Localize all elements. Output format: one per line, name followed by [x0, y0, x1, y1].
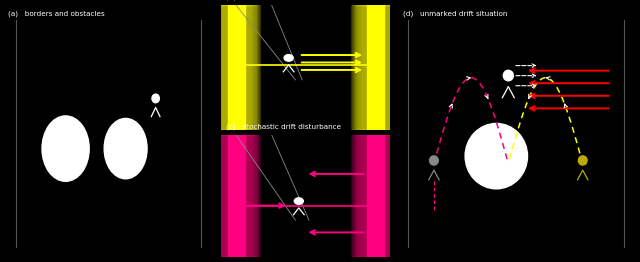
Bar [216, 135, 255, 257]
Bar [361, 5, 390, 130]
Circle shape [284, 54, 293, 61]
Bar [212, 5, 260, 130]
Circle shape [579, 156, 587, 165]
Bar [225, 5, 247, 130]
Bar [362, 135, 388, 257]
Bar [220, 135, 252, 257]
Bar [218, 5, 255, 130]
Bar [223, 5, 250, 130]
Bar [218, 5, 254, 130]
Bar [367, 135, 383, 257]
Bar [365, 5, 385, 130]
Bar [353, 135, 397, 257]
Bar [366, 5, 385, 130]
Bar [356, 135, 394, 257]
Bar [227, 5, 245, 130]
Bar [358, 5, 392, 130]
Bar [218, 135, 255, 257]
Text: (d)   unmarked drift situation: (d) unmarked drift situation [403, 10, 507, 17]
Bar [226, 5, 246, 130]
Bar [361, 135, 390, 257]
Bar [216, 5, 255, 130]
Bar [221, 5, 250, 130]
Bar [228, 5, 244, 130]
Text: (a)   borders and obstacles: (a) borders and obstacles [8, 10, 104, 17]
Bar [351, 5, 399, 130]
Bar [354, 135, 396, 257]
Bar [351, 135, 399, 257]
Bar [358, 135, 392, 257]
Bar [228, 135, 244, 257]
Bar [224, 135, 248, 257]
Bar [362, 5, 388, 130]
Bar [221, 135, 252, 257]
Bar [356, 135, 395, 257]
Bar [357, 5, 393, 130]
Bar [364, 5, 387, 130]
Bar [360, 135, 390, 257]
Bar [356, 5, 394, 130]
Bar [364, 135, 387, 257]
Bar [362, 135, 388, 257]
Bar [352, 5, 398, 130]
Bar [362, 5, 388, 130]
Bar [226, 135, 246, 257]
Bar [219, 135, 253, 257]
Bar [215, 5, 257, 130]
Bar [220, 5, 252, 130]
Bar [223, 135, 250, 257]
Bar [353, 5, 397, 130]
Ellipse shape [42, 116, 89, 181]
Bar [365, 135, 385, 257]
Bar [218, 135, 254, 257]
Bar [221, 135, 250, 257]
Bar [359, 5, 391, 130]
Bar [357, 135, 393, 257]
Bar [359, 135, 391, 257]
Bar [214, 5, 258, 130]
Bar [360, 5, 390, 130]
Bar [355, 135, 396, 257]
Bar [215, 135, 257, 257]
Bar [223, 5, 249, 130]
Bar [225, 135, 247, 257]
Bar [355, 5, 396, 130]
Bar [219, 5, 253, 130]
Ellipse shape [104, 118, 147, 179]
Bar [366, 135, 385, 257]
Bar [216, 135, 257, 257]
Bar [213, 5, 259, 130]
Bar [214, 135, 258, 257]
Bar [224, 5, 248, 130]
Circle shape [429, 156, 438, 165]
Bar [227, 135, 245, 257]
Bar [216, 5, 257, 130]
Bar [354, 5, 396, 130]
Bar [223, 135, 249, 257]
Circle shape [152, 94, 159, 103]
Bar [352, 135, 398, 257]
Bar [364, 135, 386, 257]
Bar [212, 135, 260, 257]
Circle shape [503, 70, 513, 81]
Text: (c)   stochastic drift disturbance: (c) stochastic drift disturbance [226, 124, 341, 130]
Circle shape [465, 123, 527, 189]
Circle shape [294, 198, 303, 204]
Bar [356, 5, 395, 130]
Bar [367, 5, 383, 130]
Bar [213, 135, 259, 257]
Bar [221, 5, 252, 130]
Bar [364, 5, 386, 130]
